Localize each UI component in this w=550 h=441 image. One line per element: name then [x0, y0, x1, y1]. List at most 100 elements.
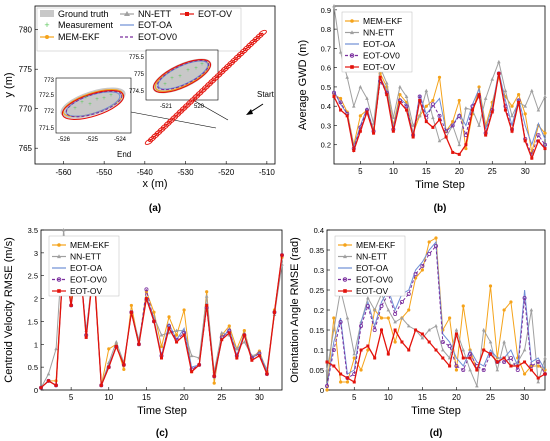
data-point: [84, 335, 88, 339]
data-point: [509, 300, 513, 304]
legend-label: Ground truth: [58, 9, 109, 19]
data-point: [265, 372, 269, 376]
data-point: [372, 327, 377, 332]
inset-tick: -521: [160, 104, 173, 110]
data-point: [468, 368, 472, 372]
data-point: [47, 379, 51, 383]
x-tick-label: 5: [358, 167, 363, 176]
data-point: [475, 384, 479, 388]
data-point: [522, 295, 527, 300]
panel-a-xlabel: x (m): [142, 178, 167, 190]
inset-tick: 775.5: [129, 55, 145, 61]
data-point: [536, 364, 540, 368]
panel-c-ylabel: Centroid Velocity RMSE (m/s): [3, 237, 15, 382]
data-point: [490, 110, 494, 114]
data-point: [454, 363, 459, 368]
data-point: [338, 319, 343, 324]
data-point: [488, 340, 493, 344]
legend-label: EOT-OV0: [363, 51, 400, 61]
data-point: [406, 324, 411, 328]
data-point: [536, 376, 540, 380]
data-point: [391, 129, 395, 133]
data-point: [522, 348, 527, 352]
data-point: [391, 115, 396, 120]
y-tick-label: 0.7: [321, 44, 331, 53]
data-point: [451, 150, 455, 154]
data-point: [438, 118, 441, 122]
data-point: [457, 98, 461, 103]
data-point: [227, 331, 231, 335]
data-point: [69, 303, 73, 307]
y-tick-label: 0.9: [321, 6, 331, 15]
legend-label: NN-ETT: [138, 9, 171, 19]
data-point: [522, 372, 527, 376]
data-point: [417, 94, 422, 99]
data-point: [417, 113, 422, 118]
legend-marker: [343, 243, 347, 247]
data-point: [379, 316, 384, 320]
data-point: [190, 370, 194, 374]
data-point: [107, 347, 111, 351]
data-point: [114, 345, 118, 349]
data-point: [424, 88, 429, 93]
panel-b-ylabel: Average GWD (m): [297, 40, 309, 130]
svg-text:+: +: [186, 68, 190, 74]
data-point: [441, 348, 445, 352]
data-point: [359, 323, 364, 328]
data-point: [420, 268, 424, 272]
panel-d-ylabel: Orientation Angle RMSE (rad): [289, 237, 301, 383]
svg-text:+: +: [95, 97, 99, 103]
data-point: [372, 131, 376, 135]
inset-connector-line: [192, 99, 229, 121]
data-point: [393, 320, 397, 324]
legend-marker: [343, 289, 347, 293]
data-point: [352, 356, 356, 360]
end-annotation: End: [117, 150, 131, 159]
data-point: [352, 352, 357, 356]
legend-box: [341, 11, 413, 73]
data-point: [39, 385, 44, 390]
svg-text:+: +: [163, 82, 167, 88]
data-point: [437, 138, 442, 143]
panel-label-d: (d): [430, 428, 443, 439]
data-point: [457, 152, 461, 156]
inset-tick: -524: [114, 137, 127, 143]
legend-label: EOT-OA: [363, 39, 395, 49]
y-tick-label: 0.5: [28, 363, 38, 372]
data-point: [159, 344, 164, 349]
data-point: [517, 100, 521, 104]
data-point: [411, 135, 415, 139]
data-point: [427, 340, 431, 344]
data-point: [182, 308, 186, 312]
y-tick-label: 0.35: [309, 246, 324, 255]
data-point: [481, 328, 486, 332]
legend-label: NN-ETT: [356, 252, 387, 262]
inset-measurements: ++ ++ + ++: [73, 93, 113, 112]
data-point: [502, 340, 506, 344]
data-point: [407, 308, 411, 312]
data-point: [427, 251, 432, 256]
y-tick-label: 1.5: [28, 317, 38, 326]
data-point: [433, 243, 438, 248]
data-point: [543, 147, 547, 151]
y-tick-label: 0.8: [321, 25, 331, 34]
y-tick-label: 0.1: [314, 346, 324, 355]
data-point: [189, 353, 194, 358]
data-point: [167, 326, 171, 330]
data-point: [482, 348, 486, 352]
data-point: [129, 303, 133, 308]
data-point: [440, 339, 445, 344]
data-point: [431, 115, 435, 120]
x-tick-label: 20: [452, 393, 461, 402]
data-point: [543, 94, 547, 98]
svg-text:+: +: [200, 62, 204, 68]
data-point: [515, 367, 520, 372]
data-point: [523, 360, 527, 364]
data-point: [434, 348, 438, 352]
data-point: [365, 96, 369, 100]
data-point: [212, 381, 216, 385]
x-tick-label: 25: [486, 393, 495, 402]
data-point: [461, 356, 465, 360]
data-point: [454, 328, 459, 332]
